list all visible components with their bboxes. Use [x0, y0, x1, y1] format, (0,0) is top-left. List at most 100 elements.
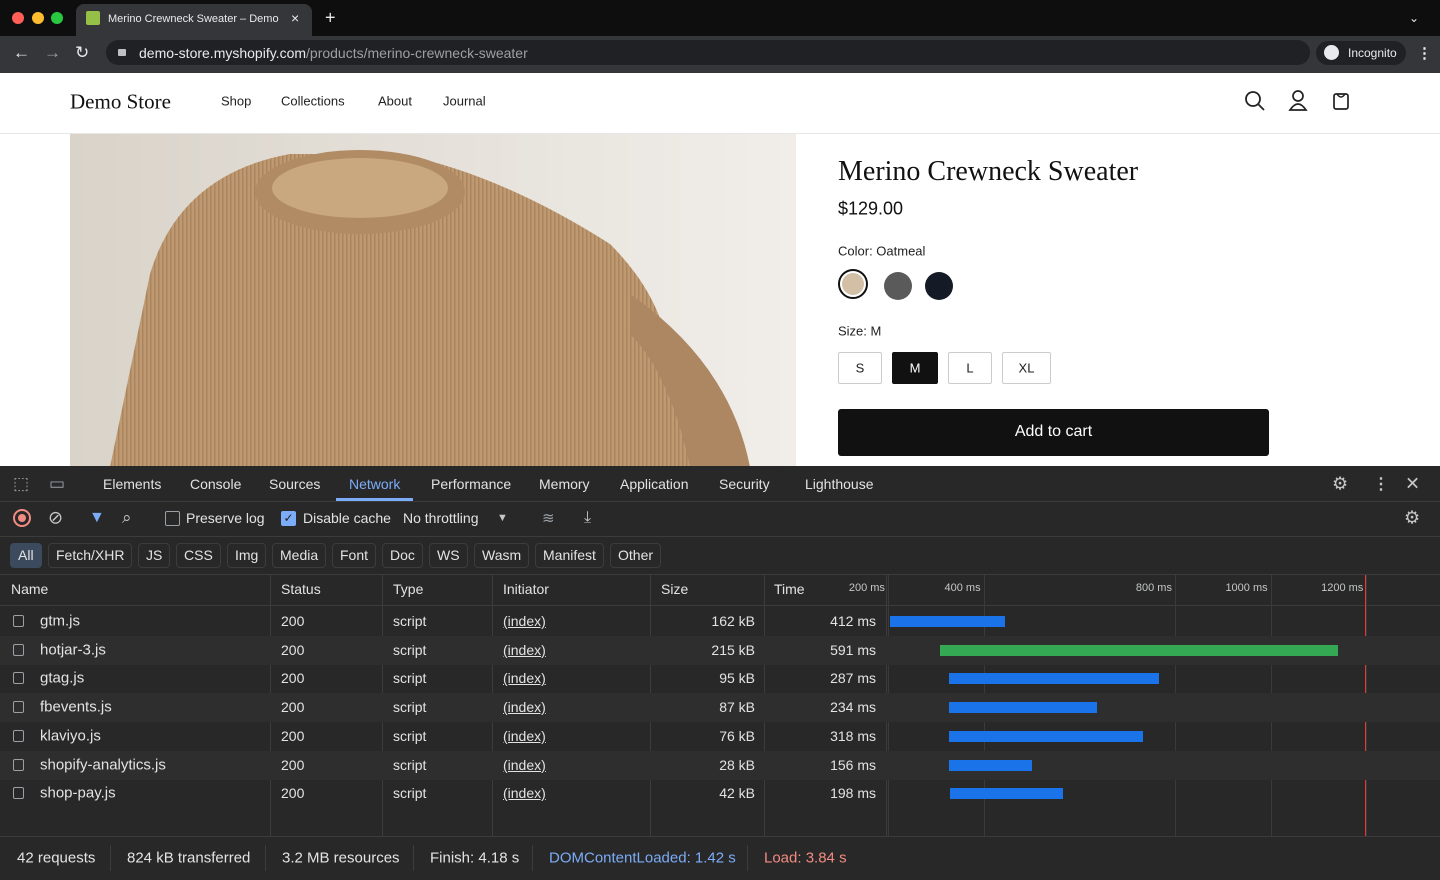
- header-icons: [1245, 90, 1349, 111]
- filter-chip[interactable]: JS: [146, 547, 163, 563]
- devtools-tab[interactable]: Console: [190, 476, 242, 492]
- filter-chip[interactable]: All: [18, 547, 34, 563]
- size-label: XL: [1018, 360, 1035, 376]
- waterfall-bar: [950, 788, 1063, 800]
- waterfall-bar: [949, 730, 1143, 742]
- file-icon: [13, 729, 24, 742]
- size-button[interactable]: [892, 352, 938, 384]
- zoom-dot[interactable]: [51, 12, 63, 24]
- request-size: 95 kB: [719, 670, 755, 687]
- request-name[interactable]: klaviyo.js: [40, 727, 101, 745]
- divider: [0, 501, 1440, 502]
- request-initiator[interactable]: (index): [503, 699, 546, 716]
- waterfall-bar: [949, 702, 1097, 714]
- nav-link[interactable]: About: [378, 93, 412, 109]
- devtools-tab[interactable]: Elements: [103, 476, 162, 492]
- summary-divider: [532, 845, 533, 871]
- request-initiator[interactable]: (index): [503, 727, 546, 744]
- address-bar[interactable]: [106, 40, 1310, 65]
- product-image: [70, 134, 796, 467]
- request-name[interactable]: hotjar-3.js: [40, 641, 106, 659]
- request-name[interactable]: gtag.js: [40, 669, 85, 687]
- new-tab[interactable]: +: [325, 7, 336, 28]
- filter-icon[interactable]: ▼: [89, 509, 105, 526]
- request-time: 412 ms: [830, 613, 876, 629]
- filter-chip[interactable]: Fetch/XHR: [56, 547, 125, 563]
- filter-chip[interactable]: CSS: [184, 547, 213, 563]
- filter-chip[interactable]: Media: [280, 547, 319, 563]
- menu[interactable]: ⋮: [1417, 45, 1432, 62]
- nav-link[interactable]: Journal: [443, 93, 486, 109]
- tab-close[interactable]: ×: [291, 10, 300, 26]
- forward[interactable]: →: [44, 43, 61, 62]
- request-initiator[interactable]: (index): [503, 641, 546, 658]
- devtools-tab[interactable]: Lighthouse: [805, 476, 874, 492]
- swatch-navy[interactable]: [925, 272, 953, 300]
- devtools-tab[interactable]: Network: [349, 476, 401, 492]
- request-name[interactable]: shop-pay.js: [40, 784, 116, 802]
- add-to-cart[interactable]: [838, 409, 1269, 456]
- devtools-tab[interactable]: Memory: [539, 476, 590, 492]
- request-name[interactable]: shopify-analytics.js: [40, 756, 166, 773]
- request-name[interactable]: gtm.js: [40, 612, 81, 630]
- active-tab[interactable]: [76, 4, 312, 36]
- request-type: script: [393, 641, 427, 658]
- close-devtools[interactable]: ✕: [1405, 473, 1421, 494]
- column-header: Size: [661, 581, 689, 597]
- filter-chip[interactable]: WS: [437, 547, 460, 563]
- close-dot[interactable]: [12, 12, 24, 24]
- devtools-tab[interactable]: Performance: [431, 476, 512, 492]
- disable-cache-checkbox[interactable]: ✓: [281, 511, 296, 526]
- more[interactable]: ⋮: [1373, 476, 1389, 493]
- size-button[interactable]: [838, 352, 882, 384]
- request-name[interactable]: fbevents.js: [40, 698, 112, 716]
- filter-chip-bg: [272, 543, 326, 568]
- store-name[interactable]: Demo Store: [70, 89, 171, 114]
- cart-icon[interactable]: [1333, 93, 1349, 110]
- filter-chip[interactable]: Doc: [390, 547, 415, 563]
- throttling-arrow[interactable]: ▼: [497, 512, 508, 524]
- search-icon[interactable]: [1245, 91, 1261, 107]
- import[interactable]: ⤓: [584, 509, 592, 526]
- network-settings[interactable]: ⚙: [1404, 507, 1421, 528]
- size-button[interactable]: [1002, 352, 1051, 384]
- filter-chip-bg: [227, 543, 266, 568]
- size-label: S: [855, 360, 865, 376]
- preserve-log-checkbox[interactable]: [165, 511, 180, 526]
- request-status: 200: [281, 785, 305, 802]
- divider: [0, 605, 1440, 606]
- filter-chip[interactable]: Font: [340, 547, 369, 563]
- inspect-icon[interactable]: ⬚: [13, 474, 30, 493]
- devtools-tab[interactable]: Application: [620, 476, 689, 492]
- filter-chip[interactable]: Manifest: [543, 547, 596, 563]
- account-icon[interactable]: [1292, 90, 1304, 102]
- settings[interactable]: ⚙: [1332, 473, 1349, 494]
- filter-chip[interactable]: Other: [618, 547, 654, 563]
- clear[interactable]: ⊘: [48, 507, 64, 528]
- devtools-tab[interactable]: Sources: [269, 476, 321, 492]
- row-stripe: [0, 693, 1440, 723]
- throttling[interactable]: No throttling: [403, 510, 479, 526]
- size-button[interactable]: [948, 352, 992, 384]
- filter-chip[interactable]: Img: [235, 547, 259, 563]
- request-initiator[interactable]: (index): [503, 756, 546, 773]
- conditions[interactable]: ≋: [542, 510, 555, 527]
- filter-chip[interactable]: Wasm: [482, 547, 522, 563]
- reload[interactable]: ↻: [75, 43, 90, 62]
- request-initiator[interactable]: (index): [503, 613, 546, 629]
- request-initiator[interactable]: (index): [503, 785, 546, 802]
- request-initiator[interactable]: (index): [503, 670, 546, 687]
- tab-search[interactable]: ⌄: [1409, 11, 1420, 25]
- nav-link[interactable]: Shop: [221, 93, 252, 109]
- back[interactable]: ←: [13, 43, 30, 62]
- devtools-tab[interactable]: Security: [719, 476, 770, 492]
- nav-link[interactable]: Collections: [281, 93, 345, 109]
- timeline-tick: 400 ms: [944, 582, 981, 594]
- swatch-charcoal[interactable]: [884, 272, 912, 300]
- timeline-tick: 1200 ms: [1321, 582, 1364, 594]
- swatch-oatmeal[interactable]: [842, 273, 864, 295]
- minimize-dot[interactable]: [32, 12, 44, 24]
- search[interactable]: ⌕: [122, 508, 132, 527]
- record[interactable]: [13, 509, 31, 527]
- device-icon[interactable]: ▭: [49, 474, 66, 493]
